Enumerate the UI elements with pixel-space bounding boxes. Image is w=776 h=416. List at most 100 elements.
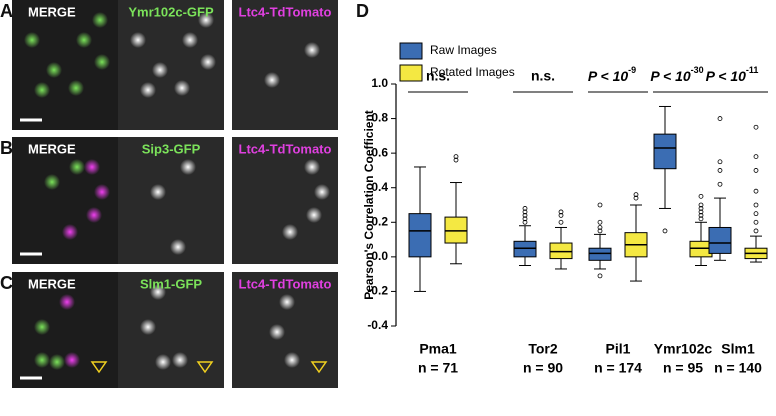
arrowhead [90,361,108,374]
box [549,242,573,260]
image-label: Ltc4-TdTomato [239,276,332,291]
spot [174,80,190,96]
box [653,133,677,170]
spot [150,284,166,300]
spot [49,354,65,370]
image-label: Ltc4-TdTomato [239,141,332,156]
box [408,213,432,258]
spot [130,32,146,48]
outlier [698,193,704,199]
category-label: Ymr102c [654,341,713,357]
spot [284,352,300,368]
spot [140,82,156,98]
outlier [753,168,759,173]
micrograph [118,272,224,388]
outlier [753,219,759,225]
y-tick-label: 0.8 [371,111,388,125]
spot [69,159,85,175]
outlier [558,212,564,218]
spot [84,159,100,175]
category-label: Slm1 [721,341,755,357]
y-tick-label: 0.4 [371,180,388,194]
arrowhead [310,361,328,374]
y-axis-label: Pearson's Correlation Coefficient [362,110,376,300]
n-label: n = 71 [418,360,458,376]
n-label: n = 95 [663,360,703,376]
spot [44,174,60,190]
spot [200,54,216,70]
outlier [753,228,759,234]
panel-letter: B [0,138,13,158]
significance-label: P < 10-30 [650,65,703,83]
outlier [698,206,704,211]
outlier [597,228,603,234]
spot [76,32,92,48]
category-label: Pil1 [606,341,631,357]
spot [34,352,50,368]
outlier [717,116,723,121]
image-label: Ymr102c-GFP [128,4,214,19]
legend-label: Rotated Images [430,65,515,79]
spot [46,62,62,78]
significance-text: P < 10 [588,68,629,84]
outlier [522,209,528,215]
spot [304,159,320,175]
micrograph [232,0,338,130]
outlier [558,219,564,225]
micrographs: MERGE Ymr102c-GFP Ltc4-TdTomato MERGE Sip3-G… [0,0,338,388]
spot [198,12,214,28]
arrowhead [196,361,214,374]
spot [68,80,84,96]
image-label: Slm1-GFP [140,276,202,291]
significance-label: P < 10-9 [588,65,636,83]
outlier [453,157,459,163]
image-label: MERGE [28,4,76,19]
spot [24,32,40,48]
outlier [698,209,704,215]
spot [94,184,110,200]
y-tick-label: -0.2 [367,284,388,298]
outlier [633,195,639,201]
image-label: Ltc4-TdTomato [239,4,332,19]
significance-exponent: -11 [746,65,759,75]
outlier [453,154,459,160]
box [444,216,468,244]
outlier [753,154,759,160]
outlier [597,273,603,279]
box-chart: D Pearson's Correlation Coefficient 1.0 0.8… [356,1,768,376]
outlier [717,181,723,187]
y-tick-label: -0.4 [367,318,388,332]
spot [264,72,280,88]
outlier [558,209,564,215]
spot [306,207,322,223]
image-label: MERGE [28,276,76,291]
micrograph [12,272,118,388]
spot [182,32,198,48]
outlier [522,212,528,218]
spot [150,184,166,200]
outlier [753,211,759,217]
spot [62,224,78,240]
spot [86,207,102,223]
micrograph [232,272,338,388]
spot [64,352,80,368]
y-tick-label: 0.6 [371,145,388,159]
significance-text: P < 10 [650,68,691,84]
spot [152,62,168,78]
outlier [753,124,759,130]
outlier [698,202,704,208]
spot [279,294,295,310]
y-tick-label: 0.2 [371,214,388,228]
spot [59,294,75,310]
outlier [753,202,759,208]
significance-label: n.s. [531,68,555,84]
n-label: n = 174 [594,360,642,376]
legend-swatch [399,64,423,82]
outlier [522,206,528,211]
significance-label: P < 10-11 [706,65,759,83]
spot [304,42,320,58]
category-label: Tor2 [528,341,558,357]
outlier [597,225,603,230]
micrograph [118,137,224,264]
